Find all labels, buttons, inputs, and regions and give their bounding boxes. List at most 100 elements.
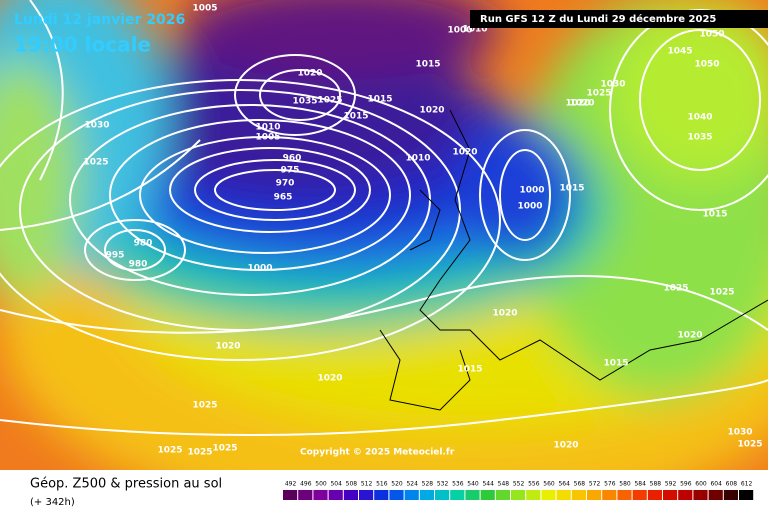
legend-value: 572 — [589, 481, 601, 488]
legend-swatch — [343, 490, 358, 500]
legend-swatch — [526, 490, 541, 500]
date: Lundi 12 janvier 2026 — [14, 12, 185, 28]
isobar-label: 1025 — [663, 284, 688, 294]
run: Run GFS 12 Z du Lundi 29 décembre 2025 — [480, 13, 716, 25]
legend-swatch — [708, 490, 723, 500]
isobar-label: 1020 — [215, 342, 240, 352]
legend-value: 556 — [528, 481, 540, 488]
isobar-label: 1050 — [694, 60, 719, 70]
legend-value: 592 — [665, 481, 677, 488]
legend-value: 576 — [604, 481, 616, 488]
legend-swatch — [571, 490, 586, 500]
legend-swatch — [283, 490, 298, 500]
legend-swatch — [602, 490, 617, 500]
legend-swatch — [495, 490, 510, 500]
legend-swatch — [678, 490, 693, 500]
isobar-label: 1025 — [737, 440, 762, 450]
isobar-label: 1020 — [569, 99, 594, 109]
isobar-label: 1025 — [187, 448, 212, 458]
legend-value: 532 — [437, 481, 449, 488]
isobar-label: 1010 — [255, 123, 280, 133]
isobar-label: 1020 — [419, 106, 444, 116]
legend-swatch — [541, 490, 556, 500]
isobar-label: 1025 — [586, 89, 611, 99]
legend-swatch — [404, 490, 419, 500]
footer-title: Géop. Z500 & pression au sol — [30, 477, 222, 492]
legend-value: 520 — [391, 481, 403, 488]
legend-value: 508 — [346, 481, 358, 488]
isobar-label: 1015 — [343, 112, 368, 122]
legend-value: 548 — [498, 481, 510, 488]
legend-swatch — [374, 490, 389, 500]
legend-swatch — [647, 490, 662, 500]
legend-swatch — [739, 490, 754, 500]
isobar-label: 1020 — [452, 148, 477, 158]
legend-swatch — [389, 490, 404, 500]
isobar-label: 1025 — [212, 444, 237, 454]
isobar-label: 1015 — [603, 359, 628, 369]
legend-swatch — [617, 490, 632, 500]
legend-value: 496 — [300, 481, 312, 488]
legend-value: 516 — [376, 481, 388, 488]
isobar-label: 1000 — [517, 202, 542, 212]
copyright: Copyright © 2025 Meteociel.fr — [300, 448, 455, 458]
isobar-label: 1015 — [702, 210, 727, 220]
legend-value: 536 — [452, 481, 464, 488]
legend-value: 560 — [543, 481, 555, 488]
legend-swatch — [419, 490, 434, 500]
isobar-label: 1025 — [192, 401, 217, 411]
legend-value: 492 — [285, 481, 297, 488]
isobar-label: 995 — [106, 251, 125, 261]
legend-swatch — [693, 490, 708, 500]
legend-swatch — [663, 490, 678, 500]
isobar-label: 1020 — [565, 99, 590, 109]
legend: 492 496 500 504 508 512 516 520 524 528 532 536 540 5… — [283, 481, 754, 500]
legend-value: 604 — [710, 481, 722, 488]
isobar-label: 1015 — [559, 184, 584, 194]
legend-value: 568 — [574, 481, 586, 488]
legend-swatch — [435, 490, 450, 500]
isobar-label: 980 — [129, 260, 148, 270]
legend-swatch — [511, 490, 526, 500]
isobar-label: 1025 — [709, 288, 734, 298]
isobar-label: 1000 — [447, 26, 472, 36]
legend-value: 608 — [726, 481, 738, 488]
legend-swatch — [587, 490, 602, 500]
isobar-label: 1035 — [687, 133, 712, 143]
legend-value: 564 — [558, 481, 570, 488]
isobar-label: 1020 — [317, 374, 342, 384]
legend-value: 596 — [680, 481, 692, 488]
legend-swatch — [328, 490, 343, 500]
isobar-label: 1020 — [677, 331, 702, 341]
isobar-label: 1040 — [687, 113, 712, 123]
lead-time: (+ 342h) — [30, 497, 75, 508]
legend-value: 584 — [634, 481, 646, 488]
legend-swatch — [480, 490, 495, 500]
isobar-label: 965 — [274, 193, 293, 203]
isobar-label: 1015 — [457, 365, 482, 375]
legend-swatch — [632, 490, 647, 500]
legend-value: 588 — [650, 481, 662, 488]
time: 19:00 locale — [14, 33, 151, 57]
isobar-label: 970 — [276, 179, 295, 189]
run-box — [470, 10, 768, 28]
legend-value: 544 — [482, 481, 494, 488]
isobar-label: 1015 — [415, 60, 440, 70]
isobar-label: 1015 — [367, 95, 392, 105]
isobar-label: 1010 — [462, 25, 487, 35]
legend-swatch — [723, 490, 738, 500]
legend-swatch — [313, 490, 328, 500]
legend-value: 540 — [467, 481, 479, 488]
isobar-label: 1050 — [699, 30, 724, 40]
isobar-label: 1030 — [600, 80, 625, 90]
legend-swatch — [298, 490, 313, 500]
coastlines — [379, 109, 768, 411]
legend-value: 504 — [330, 481, 342, 488]
isobar-label: 1020 — [297, 69, 322, 79]
isobar-label: 1025 — [157, 446, 182, 456]
isobar-label: 1020 — [553, 441, 578, 451]
isobar-label: 1020 — [492, 309, 517, 319]
legend-swatch — [359, 490, 374, 500]
isobar-label: 1035 — [292, 97, 317, 107]
